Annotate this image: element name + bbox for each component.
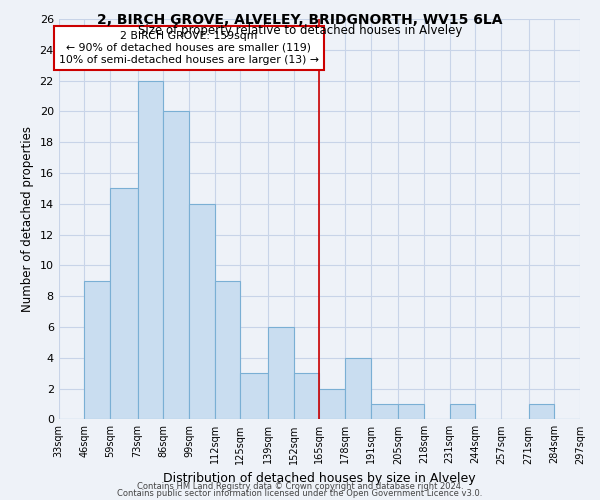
Text: 2, BIRCH GROVE, ALVELEY, BRIDGNORTH, WV15 6LA: 2, BIRCH GROVE, ALVELEY, BRIDGNORTH, WV1…	[97, 12, 503, 26]
Bar	[345, 358, 371, 420]
Bar	[268, 327, 293, 420]
Bar	[319, 388, 345, 420]
Bar	[189, 204, 215, 420]
Y-axis label: Number of detached properties: Number of detached properties	[21, 126, 34, 312]
Bar	[529, 404, 554, 419]
Text: 2 BIRCH GROVE: 159sqm
← 90% of detached houses are smaller (119)
10% of semi-det: 2 BIRCH GROVE: 159sqm ← 90% of detached …	[59, 32, 319, 64]
Text: Contains public sector information licensed under the Open Government Licence v3: Contains public sector information licen…	[118, 490, 482, 498]
Bar	[241, 373, 268, 420]
Text: Contains HM Land Registry data © Crown copyright and database right 2024.: Contains HM Land Registry data © Crown c…	[137, 482, 463, 491]
Bar	[371, 404, 398, 419]
Text: Size of property relative to detached houses in Alveley: Size of property relative to detached ho…	[138, 24, 462, 37]
Bar	[293, 373, 319, 420]
X-axis label: Distribution of detached houses by size in Alveley: Distribution of detached houses by size …	[163, 472, 476, 485]
Bar	[215, 280, 241, 419]
Bar	[85, 280, 110, 419]
Bar	[110, 188, 137, 420]
Bar	[163, 112, 189, 420]
Bar	[398, 404, 424, 419]
Bar	[449, 404, 475, 419]
Bar	[137, 80, 163, 419]
